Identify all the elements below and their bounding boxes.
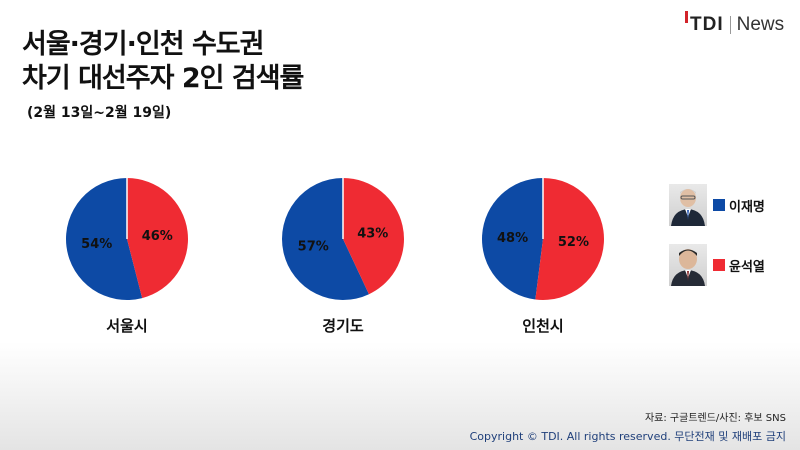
title-line-2: 차기 대선주자 2인 검색률 (22, 63, 304, 94)
logo-brand: TDI (690, 14, 724, 35)
pie-slice-incheon-0 (482, 178, 543, 300)
legend-label-yoon: 윤석열 (729, 259, 765, 275)
logo-suffix: News (736, 14, 785, 35)
slice-label-gyeonggi-0: 57% (298, 240, 329, 255)
legend-item-yoon: 윤석열 (669, 244, 765, 286)
pie-chart-gyeonggi: 57% 43% (282, 178, 404, 300)
logo-divider (729, 16, 731, 34)
pie-slice-gyeonggi-0 (282, 178, 369, 300)
page-title: 서울·경기·인천 수도권 차기 대선주자 2인 검색률 (22, 28, 304, 96)
slice-label-gyeonggi-1: 43% (357, 226, 388, 241)
candidate-photo-yoon (669, 244, 707, 286)
title-line-1: 서울·경기·인천 수도권 (22, 29, 264, 60)
pie-slice-gyeonggi-1 (343, 178, 404, 295)
pie-slice-seoul-0 (65, 178, 143, 300)
pie-label-incheon: 인천시 (522, 317, 564, 335)
date-range-subtitle: (2월 13일~2월 19일) (27, 105, 172, 121)
candidate-photo-lee (669, 184, 707, 226)
logo-accent-mark (685, 11, 688, 23)
source-note: 자료: 구글트렌드/사진: 후보 SNS (644, 413, 786, 424)
pie-label-gyeonggi: 경기도 (322, 317, 364, 335)
legend-item-lee: 이재명 (669, 184, 765, 226)
legend-swatch-blue (713, 199, 725, 211)
slice-label-seoul-0: 54% (81, 237, 112, 252)
legend-swatch-red (713, 259, 725, 271)
slice-label-incheon-1: 52% (558, 235, 589, 250)
tdi-news-logo: TDI News (685, 11, 785, 36)
legend-label-lee: 이재명 (729, 199, 765, 215)
slice-label-incheon-0: 48% (497, 231, 528, 246)
pie-chart-seoul: 54% 46% (65, 178, 188, 300)
copyright-notice: Copyright © TDI. All rights reserved. 무단… (469, 430, 786, 443)
slice-label-seoul-1: 46% (142, 229, 173, 244)
pie-slice-incheon-1 (535, 178, 604, 300)
pie-chart-incheon: 48% 52% (482, 178, 604, 300)
pie-label-seoul: 서울시 (106, 317, 148, 335)
pie-slice-seoul-1 (127, 178, 188, 299)
